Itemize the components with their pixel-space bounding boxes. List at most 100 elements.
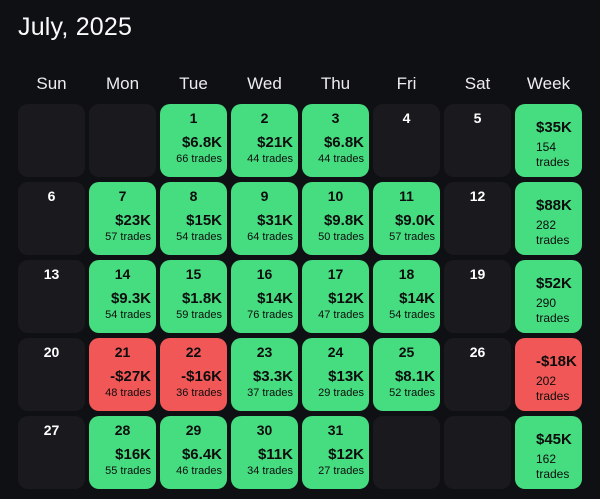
day-number: 23 — [256, 344, 273, 360]
day-pnl-amount: $12K — [328, 446, 364, 463]
calendar-day-cell[interactable]: 23 $3.3K 37 trades — [231, 338, 298, 411]
day-pnl-amount: $14K — [399, 290, 435, 307]
calendar-day-cell: 13 — [18, 260, 85, 333]
day-trade-count: 54 trades — [105, 309, 151, 321]
week-trade-count: 290 — [536, 296, 557, 310]
day-pnl-amount: $15K — [186, 212, 222, 229]
day-number: 21 — [114, 344, 131, 360]
day-number: 15 — [185, 266, 202, 282]
day-trade-count: 66 trades — [176, 153, 222, 165]
day-trade-count: 76 trades — [247, 309, 293, 321]
calendar-day-cell[interactable]: 7 $23K 57 trades — [89, 182, 156, 255]
day-trade-count: 59 trades — [176, 309, 222, 321]
day-number: 25 — [398, 344, 415, 360]
day-trade-count: 47 trades — [318, 309, 364, 321]
calendar-day-cell[interactable]: 22 -$16K 36 trades — [160, 338, 227, 411]
calendar-day-cell[interactable]: 18 $14K 54 trades — [373, 260, 440, 333]
calendar-day-cell[interactable]: 29 $6.4K 46 trades — [160, 416, 227, 489]
day-trade-count: 27 trades — [318, 465, 364, 477]
day-pnl-amount: $16K — [115, 446, 151, 463]
calendar-cell-blank — [373, 416, 440, 489]
calendar-day-cell[interactable]: 21 -$27K 48 trades — [89, 338, 156, 411]
day-number: 8 — [189, 188, 198, 204]
calendar-day-cell[interactable]: 8 $15K 54 trades — [160, 182, 227, 255]
day-pnl-amount: $9.0K — [394, 212, 435, 229]
header-sun: Sun — [36, 74, 67, 93]
week-pnl-amount: $35K — [536, 119, 572, 136]
calendar-day-cell[interactable]: 11 $9.0K 57 trades — [373, 182, 440, 255]
day-pnl-amount: $11K — [257, 446, 293, 463]
day-number: 29 — [185, 422, 202, 438]
calendar-day-cell[interactable]: 14 $9.3K 54 trades — [89, 260, 156, 333]
week-pnl-amount: $88K — [536, 197, 572, 214]
day-number: 19 — [469, 266, 486, 282]
day-pnl-amount: $1.8K — [181, 290, 222, 307]
header-wed: Wed — [247, 74, 282, 93]
week-trades-label: trades — [536, 389, 570, 403]
day-pnl-amount: $13K — [328, 368, 364, 385]
day-number: 4 — [402, 110, 411, 126]
header-sat: Sat — [464, 74, 491, 93]
calendar-day-cell[interactable]: 25 $8.1K 52 trades — [373, 338, 440, 411]
day-trade-count: 64 trades — [247, 231, 293, 243]
calendar-day-cell[interactable]: 24 $13K 29 trades — [302, 338, 369, 411]
day-number: 7 — [118, 188, 127, 204]
day-trade-count: 29 trades — [318, 387, 364, 399]
calendar-day-cell[interactable]: 9 $31K 64 trades — [231, 182, 298, 255]
calendar-day-cell[interactable]: 16 $14K 76 trades — [231, 260, 298, 333]
day-number: 9 — [260, 188, 269, 204]
week-trades-label: trades — [536, 467, 570, 481]
week-trade-count: 162 — [536, 452, 557, 466]
calendar-day-cell[interactable]: 3 $6.8K 44 trades — [302, 104, 369, 177]
day-pnl-amount: $8.1K — [394, 368, 435, 385]
day-trade-count: 57 trades — [105, 231, 151, 243]
calendar-day-cell[interactable]: 30 $11K 34 trades — [231, 416, 298, 489]
day-trade-count: 48 trades — [105, 387, 151, 399]
calendar-day-cell: 12 — [444, 182, 511, 255]
header-week: Week — [526, 74, 571, 93]
day-pnl-amount: $9.3K — [110, 290, 151, 307]
week-pnl-amount: $52K — [536, 275, 572, 292]
calendar-day-cell[interactable]: 10 $9.8K 50 trades — [302, 182, 369, 255]
day-pnl-amount: $12K — [328, 290, 364, 307]
day-number: 28 — [114, 422, 131, 438]
day-number: 30 — [256, 422, 273, 438]
day-pnl-amount: $21K — [257, 134, 293, 151]
calendar-day-cell[interactable]: 1 $6.8K 66 trades — [160, 104, 227, 177]
day-pnl-amount: $3.3K — [252, 368, 293, 385]
calendar-day-cell[interactable]: 15 $1.8K 59 trades — [160, 260, 227, 333]
day-number: 22 — [185, 344, 202, 360]
calendar-day-cell: 26 — [444, 338, 511, 411]
day-number: 3 — [331, 110, 340, 126]
day-number: 13 — [43, 266, 60, 282]
week-total-cell[interactable]: $88K 282 trades — [515, 182, 582, 255]
page-title: July, 2025 — [18, 13, 133, 41]
day-pnl-amount: $9.8K — [323, 212, 364, 229]
calendar-day-cell[interactable]: 17 $12K 47 trades — [302, 260, 369, 333]
week-total-cell[interactable]: -$18K 202 trades — [515, 338, 582, 411]
header-tue: Tue — [179, 74, 208, 93]
day-trade-count: 55 trades — [105, 465, 151, 477]
week-total-cell[interactable]: $52K 290 trades — [515, 260, 582, 333]
day-trade-count: 54 trades — [176, 231, 222, 243]
calendar-cell-blank — [89, 104, 156, 177]
day-number: 11 — [399, 188, 414, 204]
day-number: 2 — [260, 110, 269, 126]
week-trades-label: trades — [536, 311, 570, 325]
trading-calendar: July, 2025 Sun Mon Tue Wed Thu Fri Sat W… — [0, 13, 600, 489]
calendar-day-cell[interactable]: 31 $12K 27 trades — [302, 416, 369, 489]
calendar-day-cell: 20 — [18, 338, 85, 411]
calendar-cell-blank — [18, 104, 85, 177]
day-trade-count: 54 trades — [389, 309, 435, 321]
day-trade-count: 36 trades — [176, 387, 222, 399]
calendar-day-cell: 27 — [18, 416, 85, 489]
day-number: 20 — [43, 344, 60, 360]
calendar-day-cell: 19 — [444, 260, 511, 333]
week-total-cell[interactable]: $45K 162 trades — [515, 416, 582, 489]
day-number: 1 — [189, 110, 198, 126]
calendar-day-cell[interactable]: 28 $16K 55 trades — [89, 416, 156, 489]
day-pnl-amount: $14K — [257, 290, 293, 307]
day-pnl-amount: $6.4K — [181, 446, 222, 463]
week-total-cell[interactable]: $35K 154 trades — [515, 104, 582, 177]
calendar-day-cell[interactable]: 2 $21K 44 trades — [231, 104, 298, 177]
